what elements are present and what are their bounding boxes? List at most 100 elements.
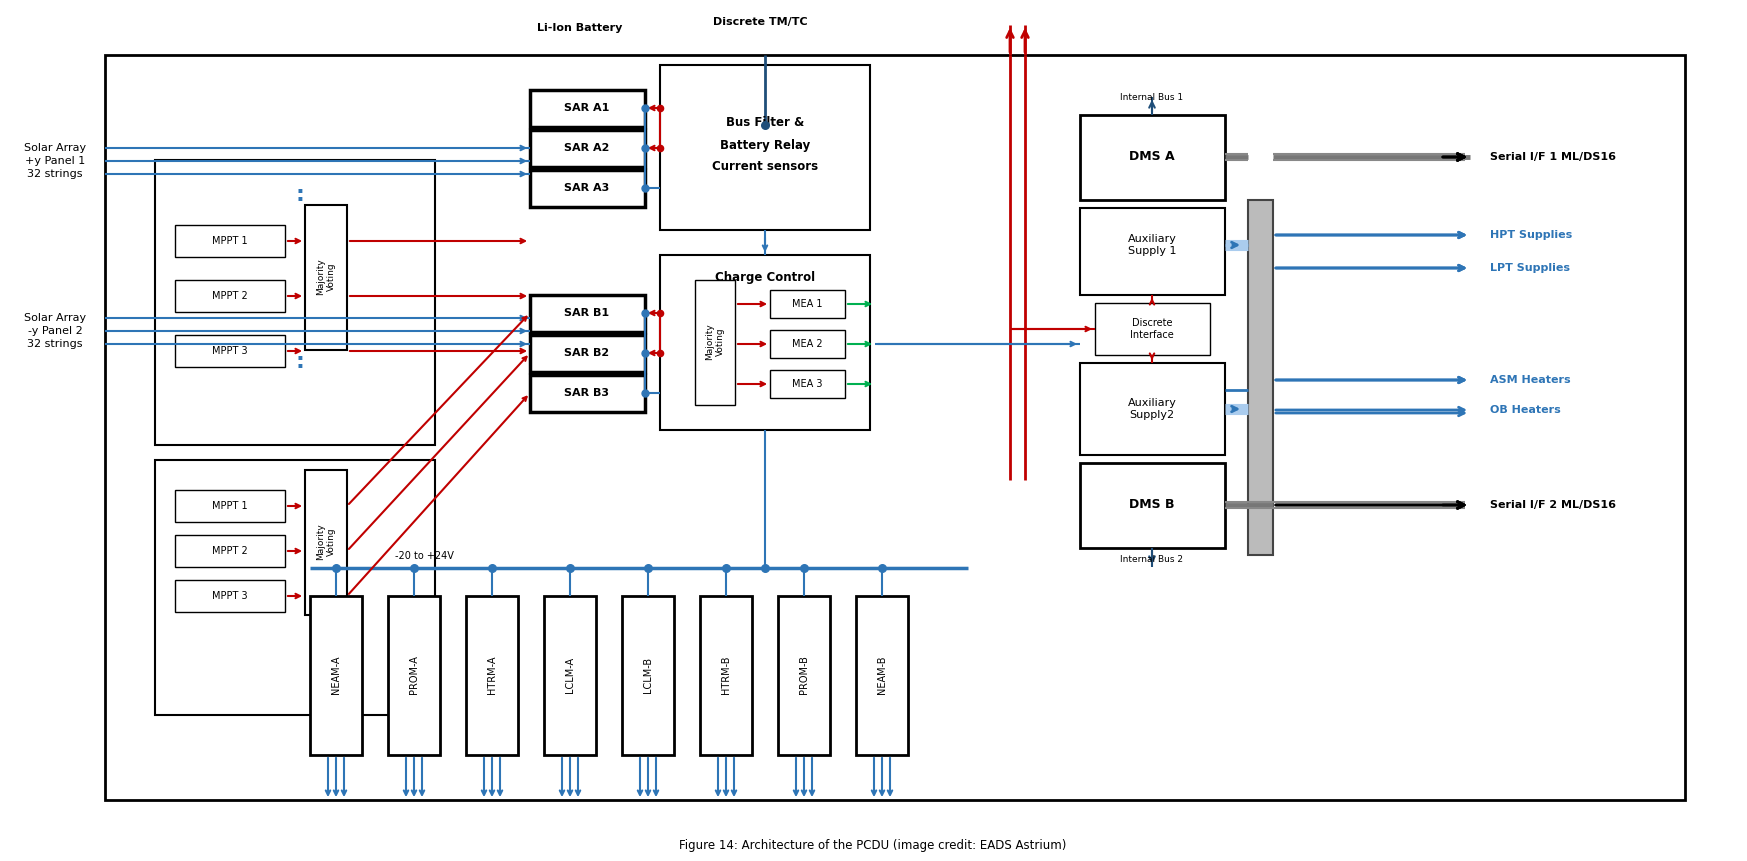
FancyBboxPatch shape <box>175 535 285 567</box>
Text: MEA 3: MEA 3 <box>791 379 823 389</box>
Point <box>646 141 674 155</box>
Text: Figure 14: Architecture of the PCDU (image credit: EADS Astrium): Figure 14: Architecture of the PCDU (ima… <box>680 839 1067 852</box>
Text: +y Panel 1: +y Panel 1 <box>24 156 86 166</box>
FancyBboxPatch shape <box>175 225 285 257</box>
Text: LCLM-A: LCLM-A <box>564 657 575 693</box>
Text: SAR A2: SAR A2 <box>564 143 610 153</box>
Point <box>556 561 583 575</box>
FancyBboxPatch shape <box>701 596 751 755</box>
FancyBboxPatch shape <box>175 490 285 522</box>
FancyBboxPatch shape <box>175 280 285 312</box>
Text: HPT Supplies: HPT Supplies <box>1490 230 1572 240</box>
Point <box>868 561 896 575</box>
Text: Discrete TM/TC: Discrete TM/TC <box>713 17 807 27</box>
FancyBboxPatch shape <box>309 596 362 755</box>
Text: SAR A1: SAR A1 <box>564 103 610 113</box>
Text: LCLM-B: LCLM-B <box>643 657 653 693</box>
Point <box>634 561 662 575</box>
Text: Solar Array: Solar Array <box>24 143 86 153</box>
Point <box>646 101 674 115</box>
FancyBboxPatch shape <box>306 205 348 350</box>
FancyBboxPatch shape <box>622 596 674 755</box>
Text: OB Heaters: OB Heaters <box>1490 405 1560 415</box>
Text: SAR A3: SAR A3 <box>564 183 610 193</box>
FancyBboxPatch shape <box>175 580 285 612</box>
FancyBboxPatch shape <box>175 335 285 367</box>
Text: HTRM-B: HTRM-B <box>722 656 730 694</box>
Text: ASM Heaters: ASM Heaters <box>1490 375 1571 385</box>
Text: Majority
Voting: Majority Voting <box>316 258 335 295</box>
FancyBboxPatch shape <box>529 335 645 372</box>
Text: Majority
Voting: Majority Voting <box>316 523 335 561</box>
Point <box>631 181 659 195</box>
Text: MPPT 3: MPPT 3 <box>211 591 248 601</box>
Text: DMS A: DMS A <box>1129 151 1174 164</box>
FancyBboxPatch shape <box>543 596 596 755</box>
Point <box>631 141 659 155</box>
Point <box>321 561 349 575</box>
Text: MPPT 2: MPPT 2 <box>211 546 248 556</box>
Text: Li-Ion Battery: Li-Ion Battery <box>538 23 622 33</box>
Text: MEA 2: MEA 2 <box>791 339 823 349</box>
Point <box>631 101 659 115</box>
Text: MPPT 1: MPPT 1 <box>211 501 248 511</box>
Text: NEAM-B: NEAM-B <box>877 656 887 694</box>
FancyBboxPatch shape <box>529 170 645 207</box>
Point <box>631 346 659 360</box>
FancyBboxPatch shape <box>856 596 908 755</box>
Text: Internal Bus 2: Internal Bus 2 <box>1120 555 1183 565</box>
Point <box>631 307 659 320</box>
FancyBboxPatch shape <box>1080 208 1225 295</box>
Text: -20 to +24V: -20 to +24V <box>395 551 454 561</box>
Text: Solar Array: Solar Array <box>24 313 86 323</box>
FancyBboxPatch shape <box>695 280 735 405</box>
FancyBboxPatch shape <box>660 65 870 230</box>
Text: 32 strings: 32 strings <box>28 169 82 179</box>
Text: :: : <box>295 185 304 205</box>
Point <box>751 118 779 132</box>
Text: Discrete
Interface: Discrete Interface <box>1130 319 1174 340</box>
FancyBboxPatch shape <box>1080 463 1225 548</box>
FancyBboxPatch shape <box>777 596 830 755</box>
Text: 32 strings: 32 strings <box>28 339 82 349</box>
Point <box>646 346 674 360</box>
Point <box>400 561 428 575</box>
FancyBboxPatch shape <box>660 255 870 430</box>
Point <box>631 386 659 400</box>
Text: MPPT 2: MPPT 2 <box>211 291 248 301</box>
Point <box>479 561 507 575</box>
FancyBboxPatch shape <box>155 160 435 445</box>
Text: MPPT 1: MPPT 1 <box>211 236 248 246</box>
Text: Internal Bus 1: Internal Bus 1 <box>1120 92 1183 102</box>
Text: Auxiliary
Supply 1: Auxiliary Supply 1 <box>1127 234 1176 256</box>
FancyBboxPatch shape <box>770 330 846 358</box>
FancyBboxPatch shape <box>529 295 645 332</box>
Text: PROM-A: PROM-A <box>409 655 419 695</box>
Text: Charge Control: Charge Control <box>715 270 816 283</box>
Point <box>646 307 674 320</box>
FancyBboxPatch shape <box>1080 115 1225 200</box>
FancyBboxPatch shape <box>466 596 519 755</box>
Text: HTRM-A: HTRM-A <box>487 656 496 694</box>
FancyBboxPatch shape <box>770 290 846 318</box>
Text: MPPT 3: MPPT 3 <box>211 346 248 356</box>
Text: Bus Filter &: Bus Filter & <box>725 116 804 129</box>
Text: PROM-B: PROM-B <box>798 655 809 695</box>
FancyBboxPatch shape <box>529 130 645 167</box>
Text: LPT Supplies: LPT Supplies <box>1490 263 1571 273</box>
FancyBboxPatch shape <box>388 596 440 755</box>
Text: Serial I/F 1 ML/DS16: Serial I/F 1 ML/DS16 <box>1490 152 1616 162</box>
Text: Current sensors: Current sensors <box>713 160 818 174</box>
FancyBboxPatch shape <box>770 370 846 398</box>
FancyBboxPatch shape <box>306 470 348 615</box>
Text: :: : <box>295 352 304 372</box>
Point <box>751 561 779 575</box>
FancyBboxPatch shape <box>1080 363 1225 455</box>
Point <box>713 561 741 575</box>
FancyBboxPatch shape <box>1095 303 1211 355</box>
Text: Serial I/F 2 ML/DS16: Serial I/F 2 ML/DS16 <box>1490 500 1616 510</box>
FancyBboxPatch shape <box>529 90 645 127</box>
Point <box>790 561 818 575</box>
FancyBboxPatch shape <box>105 55 1686 800</box>
FancyBboxPatch shape <box>529 375 645 412</box>
